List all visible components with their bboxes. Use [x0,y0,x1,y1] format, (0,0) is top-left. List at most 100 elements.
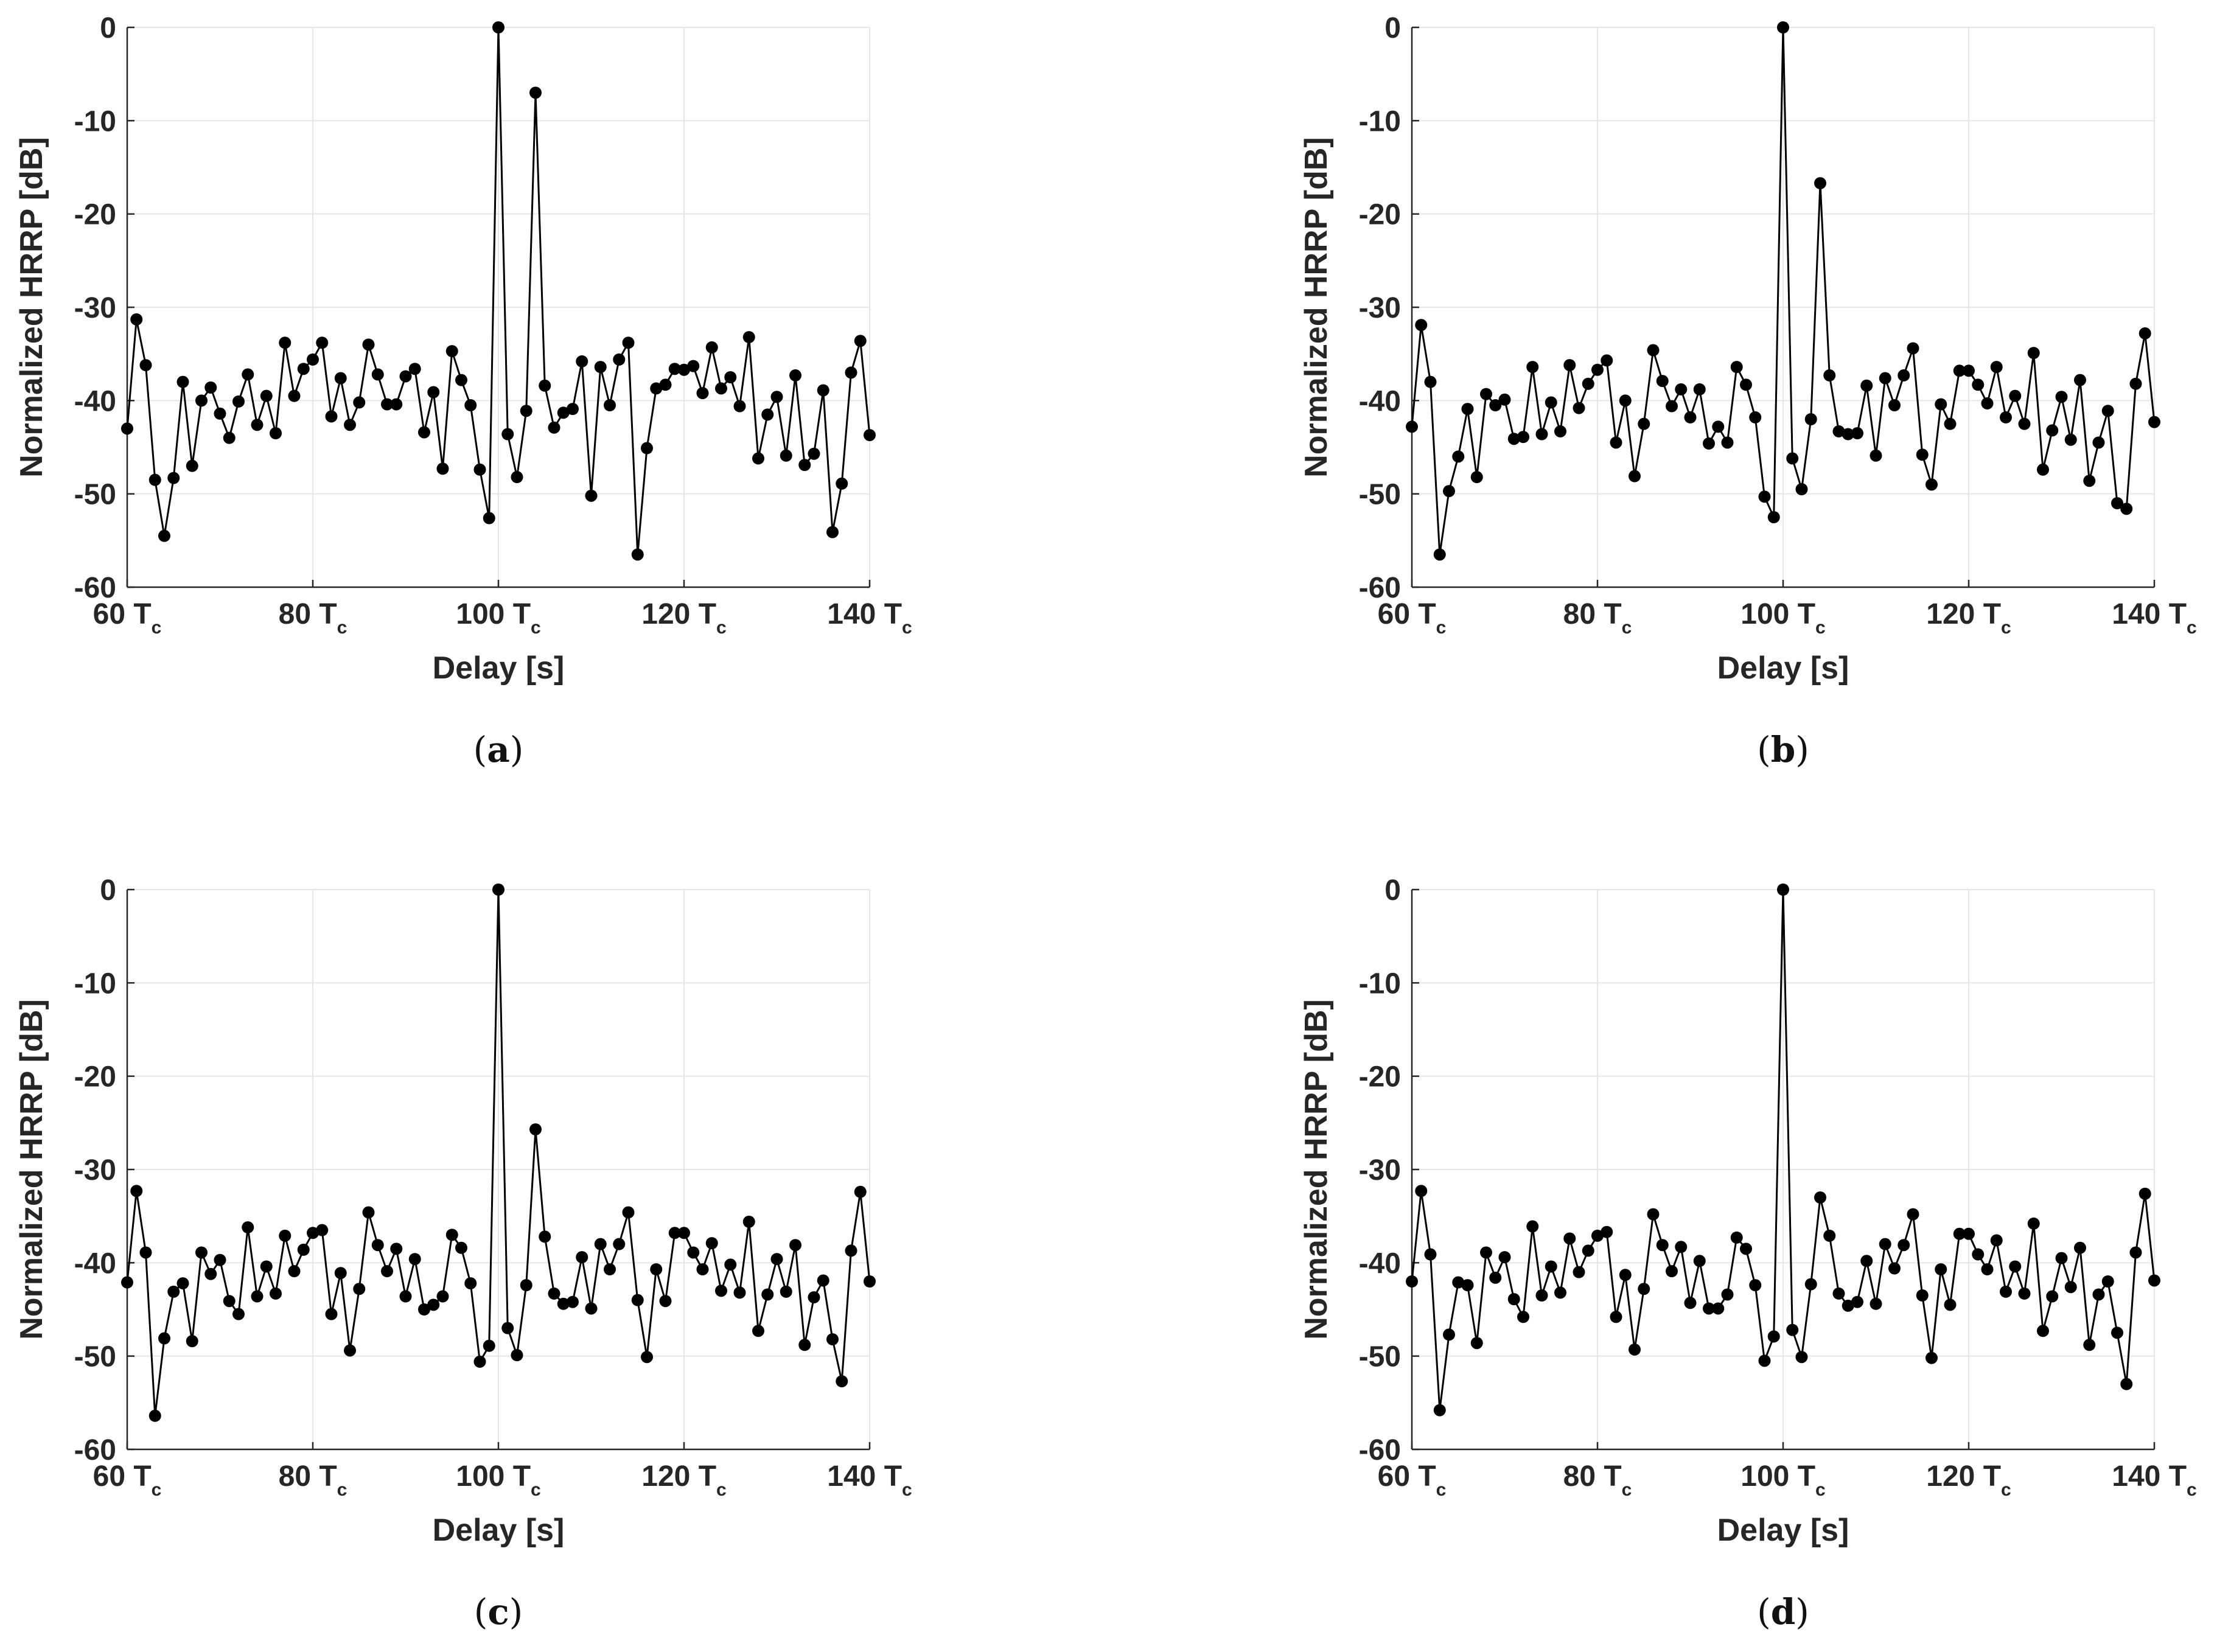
data-point [1730,1231,1743,1244]
data-point [808,1291,820,1304]
data-point [1814,1191,1826,1204]
data-point [1591,1229,1604,1242]
data-point [576,355,588,368]
data-point [130,1185,143,1197]
data-point [1888,399,1901,411]
data-point [864,1275,876,1288]
data-point [2074,1241,2086,1254]
x-tick-label: 100 Tc [456,598,540,638]
data-point [371,1239,384,1252]
data-point [845,366,857,379]
data-point [325,1308,338,1320]
data-point [845,1244,857,1257]
data-point [176,1277,189,1290]
data-point [1545,396,1557,409]
y-axis-label: Normalized HRRP [dB] [14,137,49,478]
data-point [399,1290,412,1303]
data-point [770,391,783,403]
data-point [1489,1271,1502,1284]
data-point [1860,379,1873,392]
data-point [334,372,347,385]
data-point [1684,1297,1697,1309]
panel-caption: (c) [474,1591,523,1633]
data-point [539,1230,551,1243]
data-point [2000,411,2012,423]
data-point [724,371,737,383]
data-point [715,382,727,395]
data-point [2064,433,2077,446]
data-point [1851,427,1863,439]
data-point [2037,1325,2049,1337]
data-point [548,421,560,434]
data-point [668,363,681,375]
data-point [585,489,598,502]
y-tick-label: -10 [1359,105,1401,138]
data-point [1823,369,1836,382]
data-point [307,1227,319,1239]
data-point [1489,399,1502,411]
data-point [1656,375,1669,388]
x-axis-label: Delay [s] [1717,1513,1849,1548]
data-point [353,1283,366,1295]
data-point [2046,424,2059,437]
data-point [1684,411,1697,423]
data-point [1767,1330,1780,1343]
y-tick-label: -60 [74,1434,116,1466]
data-point [251,1290,264,1303]
data-point [1647,344,1660,357]
data-point [1610,1311,1622,1323]
data-point [473,1355,486,1368]
data-point [678,1227,690,1239]
data-point [529,86,542,99]
data-point [1526,361,1539,374]
data-point [121,422,133,435]
data-point [1832,425,1845,437]
data-point [316,336,329,349]
y-tick-label: -30 [74,292,116,324]
data-point [334,1267,347,1280]
data-point [585,1302,598,1315]
data-point [1666,1265,1678,1278]
data-point [2000,1285,2012,1298]
data-point [696,1263,709,1276]
data-point [1563,359,1576,372]
data-point [854,1185,867,1198]
data-point [1777,21,1789,33]
data-point [1573,402,1585,414]
data-point [1721,1288,1734,1301]
data-point [780,449,792,462]
data-point [130,313,143,326]
x-tick-label: 60 Tc [93,1460,162,1500]
x-axis-label: Delay [s] [1717,650,1849,686]
data-point [1406,420,1418,433]
data-point [436,462,449,475]
data-point [1898,369,1910,382]
data-point [1517,1311,1529,1323]
data-point [826,1333,839,1346]
data-point [1480,388,1492,400]
data-point [427,386,440,399]
data-point [501,428,514,441]
data-point [1740,378,1752,391]
data-point [1470,1337,1483,1350]
y-tick-label: -40 [74,385,116,417]
data-point [687,1246,700,1259]
data-point [594,1238,607,1250]
data-point [1526,1220,1539,1233]
x-tick-label: 100 Tc [456,1460,540,1500]
data-point [705,1237,718,1250]
data-point [798,459,811,472]
y-tick-label: -40 [74,1247,116,1280]
data-point [567,1295,579,1308]
x-axis-label: Delay [s] [433,650,565,686]
data-point [288,389,301,402]
data-point [297,1243,310,1256]
data-point [492,21,504,33]
data-point [1601,354,1613,367]
data-point [1832,1287,1845,1300]
data-point [1935,1263,1947,1276]
data-point [557,406,570,419]
data-point [1786,452,1799,465]
